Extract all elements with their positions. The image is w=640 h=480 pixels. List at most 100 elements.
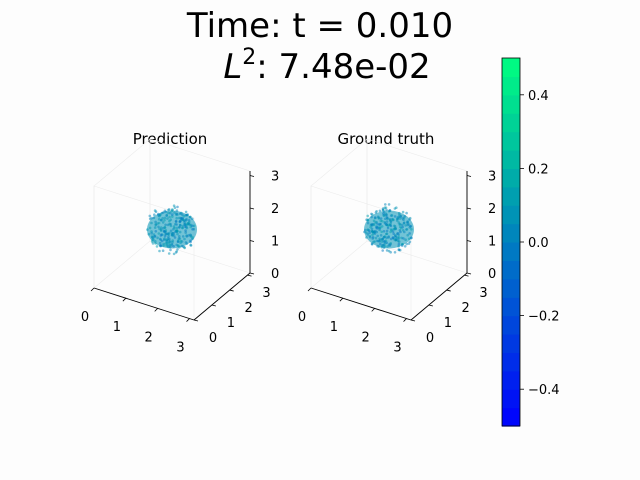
- l2-superscript: 2: [242, 45, 256, 70]
- x-tick: [186, 318, 190, 322]
- scatter-point: [376, 244, 379, 248]
- scatter-point: [405, 242, 409, 246]
- scatter-point: [399, 223, 402, 226]
- scatter-point: [175, 212, 178, 216]
- x-tick: [371, 308, 375, 312]
- scatter-point: [174, 229, 178, 233]
- scatter-point: [391, 230, 395, 233]
- x-tick: [339, 297, 344, 302]
- scatter-point: [178, 235, 181, 238]
- x-tick: [154, 308, 158, 312]
- scatter-point: [184, 210, 188, 214]
- scatter-point: [177, 244, 180, 247]
- scatter-point: [189, 215, 192, 219]
- scatter-point: [387, 203, 391, 206]
- scatter-point: [403, 230, 406, 234]
- scatter-point: [408, 232, 411, 235]
- scatter-point: [381, 208, 385, 212]
- scatter-point: [169, 248, 172, 252]
- scatter-point: [378, 222, 382, 226]
- scatter-point: [386, 217, 389, 220]
- colorbar-level: [502, 407, 520, 427]
- scatter-point: [165, 241, 169, 245]
- x-axis-line: [93, 287, 195, 321]
- scatter-point: [383, 206, 387, 209]
- scatter-point: [382, 246, 386, 249]
- scatter-point: [165, 244, 168, 247]
- scatter-point: [381, 237, 384, 241]
- scatter-point: [374, 236, 378, 240]
- z-tick: [249, 240, 255, 242]
- scatter-point: [154, 242, 157, 245]
- z-tick-label: 0: [271, 267, 279, 282]
- scatter-point: [191, 217, 194, 221]
- scatter-point: [148, 214, 152, 218]
- x-tick: [403, 318, 407, 322]
- scatter-point: [169, 229, 173, 233]
- y-tick: [464, 274, 469, 277]
- scatter-point: [393, 207, 397, 210]
- scatter-point: [382, 235, 386, 239]
- scatter-point: [368, 234, 372, 238]
- scatter-point: [161, 217, 164, 220]
- scatter-point: [168, 243, 172, 246]
- scatter-point: [189, 233, 192, 237]
- scatter-point: [184, 231, 187, 234]
- scatter-point: [397, 242, 401, 246]
- y-tick: [229, 289, 234, 292]
- z-tick-label: 3: [271, 170, 279, 185]
- scatter-point: [154, 220, 157, 224]
- scatter-point: [410, 228, 413, 231]
- axis-pane-edge: [366, 138, 468, 274]
- scatter-point: [391, 236, 395, 239]
- scatter-point: [398, 225, 402, 229]
- scatter-point: [385, 229, 389, 233]
- scatter-point: [150, 235, 154, 238]
- scatter-point: [158, 241, 162, 245]
- scatter-point: [389, 230, 392, 234]
- plot-subtitle: Prediction: [133, 130, 208, 148]
- scatter-point: [379, 217, 383, 220]
- scatter-point: [397, 244, 400, 248]
- axis-pane-edge: [93, 185, 195, 321]
- scatter-point: [400, 244, 404, 247]
- scatter-point: [379, 234, 383, 237]
- z-tick-label: 1: [271, 235, 279, 250]
- scatter-point: [405, 228, 408, 231]
- scatter-point: [383, 220, 387, 224]
- scatter-point: [386, 226, 390, 230]
- z-tick: [466, 207, 472, 210]
- colorbar-tick-label: 0.4: [528, 89, 549, 104]
- x-tick-label: 2: [145, 330, 153, 345]
- scatter-point: [176, 240, 180, 243]
- scatter-point: [158, 227, 161, 231]
- scatter-point: [387, 236, 390, 239]
- scatter-point: [167, 233, 170, 236]
- colorbar-level: [502, 131, 520, 151]
- y-tick: [446, 289, 451, 292]
- scatter-point: [178, 237, 182, 240]
- axis-pane-edge: [93, 138, 151, 289]
- scatter-point: [164, 223, 167, 227]
- scatter-point: [385, 236, 388, 239]
- scatter-point: [381, 249, 385, 252]
- scatter-point: [404, 238, 407, 241]
- scatter-point: [400, 236, 403, 240]
- scatter-point: [402, 221, 406, 224]
- colorbar-level: [502, 94, 520, 114]
- scatter-point: [173, 211, 176, 214]
- scatter-point: [162, 230, 166, 233]
- scatter-point: [387, 249, 391, 253]
- scatter-point: [148, 217, 152, 221]
- scatter-point: [405, 211, 408, 215]
- scatter-point: [376, 234, 380, 238]
- scatter-point: [166, 217, 169, 220]
- scatter-point: [365, 231, 368, 235]
- scatter-point: [184, 241, 188, 244]
- scatter-point: [191, 236, 194, 239]
- x-axis-line: [310, 287, 412, 321]
- scatter-point: [370, 215, 373, 219]
- scatter-point: [172, 234, 176, 237]
- scatter-point: [398, 211, 401, 215]
- scatter-point: [160, 239, 164, 243]
